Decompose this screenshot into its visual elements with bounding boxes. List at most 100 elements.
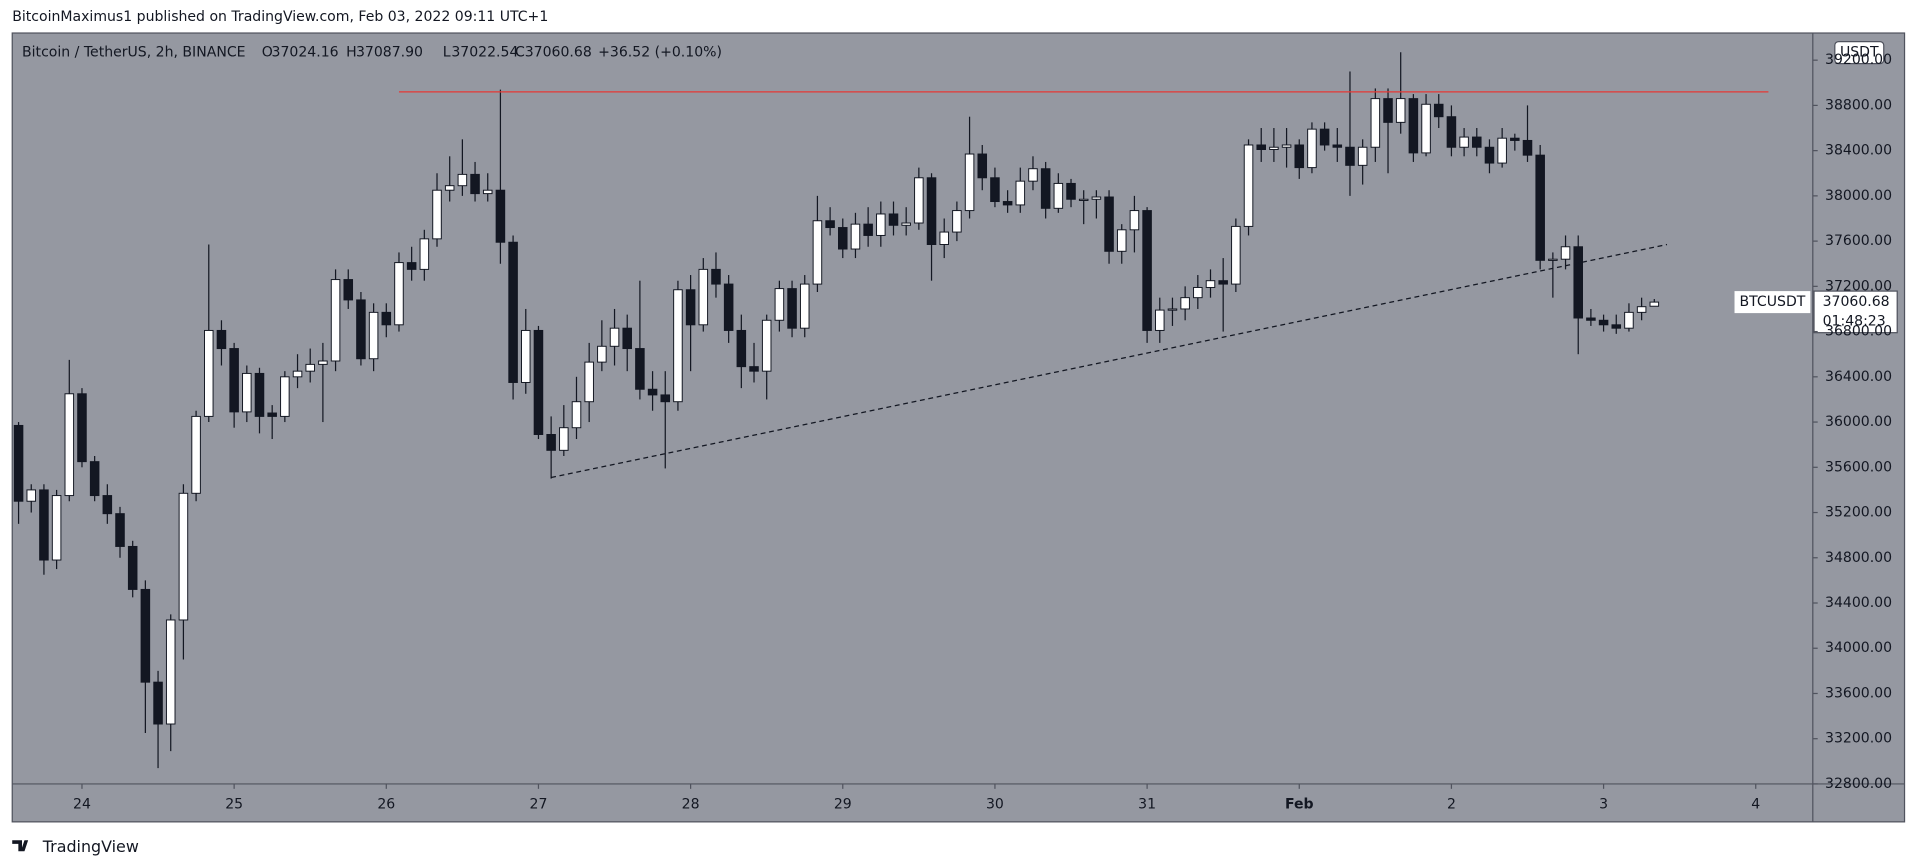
candle-body xyxy=(609,327,620,347)
candle-body xyxy=(1649,301,1660,307)
candle-body xyxy=(1243,144,1254,227)
x-tick-label: 29 xyxy=(834,797,852,813)
candle-body xyxy=(1624,311,1634,329)
candle-body xyxy=(914,177,924,224)
candle-body xyxy=(1332,144,1343,148)
logo-icon xyxy=(12,840,29,852)
y-tick-label: 33200.00 xyxy=(1825,731,1892,747)
candle-body xyxy=(267,412,277,417)
x-tick-label: 28 xyxy=(682,797,700,813)
candle-body xyxy=(571,401,582,429)
candle-body xyxy=(381,311,392,326)
currency[interactable]: USDT xyxy=(1840,45,1879,61)
y-tick-label: 33600.00 xyxy=(1825,685,1892,701)
candle-body xyxy=(1091,196,1102,200)
y-tick-label: 35600.00 xyxy=(1825,459,1892,475)
candle-body xyxy=(761,319,772,372)
candle-body xyxy=(1142,210,1152,331)
candle-body xyxy=(812,220,823,285)
candle-body xyxy=(1408,98,1419,154)
candle-body xyxy=(1560,246,1571,260)
legend-key: O xyxy=(262,45,273,61)
candle-body xyxy=(964,153,975,212)
candle-body xyxy=(1586,317,1596,321)
candle-body xyxy=(723,283,734,331)
y-tick-label: 34800.00 xyxy=(1825,550,1892,566)
y-tick-label: 34000.00 xyxy=(1825,640,1892,656)
candle-body xyxy=(140,588,151,683)
candle-body xyxy=(1167,308,1178,311)
candle-body xyxy=(343,279,354,301)
candle-body xyxy=(546,434,556,451)
candle-body xyxy=(419,238,430,270)
candle-body xyxy=(165,619,176,725)
candle-body xyxy=(521,329,531,383)
candle-body xyxy=(863,223,873,236)
candle-body xyxy=(482,189,493,195)
candle-body xyxy=(749,366,759,372)
candle-body xyxy=(39,489,49,561)
candle-body xyxy=(1598,319,1609,326)
candle-body xyxy=(1433,103,1444,118)
candle-body xyxy=(1256,144,1266,150)
candle-body xyxy=(1446,116,1457,148)
x-tick-label: Feb xyxy=(1285,797,1314,813)
candle-body xyxy=(216,329,227,350)
x-tick-label: 25 xyxy=(225,797,243,813)
candle-body xyxy=(1535,154,1545,261)
candle-body xyxy=(368,311,379,360)
candle-body xyxy=(1193,286,1203,299)
candle-body xyxy=(127,545,138,590)
candle-body xyxy=(736,329,747,368)
candle-body xyxy=(1078,198,1089,201)
legend-key: C xyxy=(515,45,525,61)
candle-body xyxy=(1395,98,1406,123)
candle-body xyxy=(1345,146,1355,166)
candle-body xyxy=(508,241,518,383)
candle-body xyxy=(191,415,201,494)
legend-value: 37060.68 xyxy=(525,45,592,61)
candle-body xyxy=(685,289,696,326)
legend-value: 37087.90 xyxy=(356,45,423,61)
candle-body xyxy=(1307,128,1317,169)
legend-value: 37022.54 xyxy=(451,45,518,61)
candle-body xyxy=(51,495,62,561)
candle-body xyxy=(1002,201,1013,206)
legend-key: H xyxy=(346,45,357,61)
price-box xyxy=(1813,290,1898,334)
currency-box[interactable] xyxy=(1834,40,1885,65)
y-tick-label: 38000.00 xyxy=(1825,188,1892,204)
candle-body xyxy=(444,185,455,191)
symbol: Bitcoin / TetherUS, 2h, BINANCE xyxy=(22,45,246,61)
y-tick-label: 36400.00 xyxy=(1825,369,1892,385)
plot-area xyxy=(13,52,1769,769)
candle-body xyxy=(850,223,861,250)
y-tick-label: 37200.00 xyxy=(1825,278,1892,294)
ticker-box xyxy=(1734,291,1811,314)
candle-body xyxy=(1383,98,1393,123)
candle-body xyxy=(1484,146,1495,164)
candle-body xyxy=(318,360,328,365)
candle-body xyxy=(1028,168,1038,182)
tradingview-logo: TradingView xyxy=(12,837,139,856)
y-tick-label: 38800.00 xyxy=(1825,97,1892,113)
brand: TradingView xyxy=(42,837,139,856)
candle-body xyxy=(622,327,632,350)
candle-body xyxy=(926,177,937,245)
candle-body xyxy=(990,177,1000,203)
candle-body xyxy=(178,492,189,621)
candle-body xyxy=(673,289,683,403)
candle-body xyxy=(1116,229,1127,252)
candle-body xyxy=(799,283,810,329)
candle-body xyxy=(470,173,480,195)
candle-body xyxy=(1066,182,1076,200)
candle-body xyxy=(1129,210,1140,231)
candle-body xyxy=(432,189,442,240)
candle-body xyxy=(838,227,848,250)
candle-body xyxy=(77,393,87,463)
candle-body xyxy=(457,173,468,187)
candle-body xyxy=(1522,139,1533,156)
candle-body xyxy=(115,513,125,547)
